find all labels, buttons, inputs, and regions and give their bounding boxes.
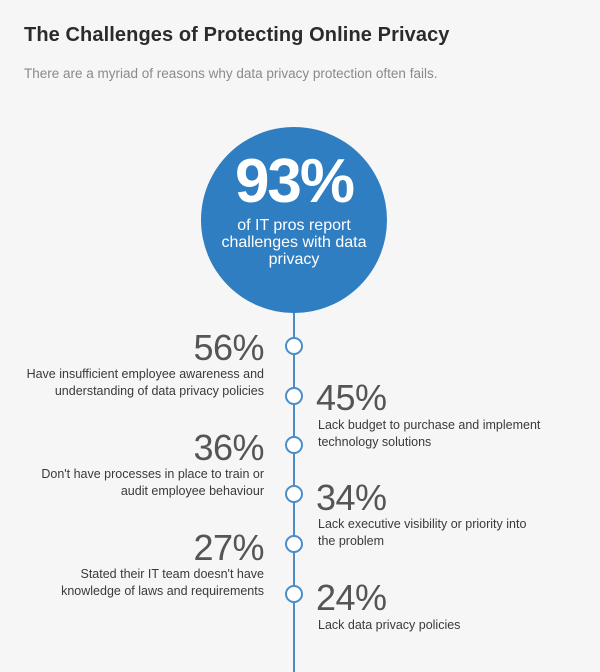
page-title: The Challenges of Protecting Online Priv… [24, 24, 450, 46]
stat-description: Stated their IT team doesn't have knowle… [61, 567, 264, 598]
timeline-node [285, 485, 303, 503]
timeline-node [285, 436, 303, 454]
stat-description: Lack budget to purchase and implement te… [318, 418, 541, 449]
stat-description: Have insufficient employee awareness and… [26, 367, 264, 398]
stat-percentage: 34% [316, 477, 387, 518]
stat-percentage: 27% [193, 527, 264, 568]
stat-description: Lack executive visibility or priority in… [318, 517, 527, 548]
stat-percentage: 36% [193, 427, 264, 468]
timeline-node [285, 337, 303, 355]
timeline-node [285, 535, 303, 553]
hero-percentage: 93% [234, 147, 355, 216]
stat-description: Don't have processes in place to train o… [41, 467, 264, 498]
stat-percentage: 24% [316, 577, 387, 618]
timeline-node [285, 387, 303, 405]
page-subtitle: There are a myriad of reasons why data p… [24, 66, 438, 81]
timeline-node [285, 585, 303, 603]
stat-description: Lack data privacy policies [318, 618, 461, 632]
stat-percentage: 45% [316, 377, 387, 418]
hero-circle: 93% of IT pros report challenges with da… [201, 127, 387, 313]
stat-percentage: 56% [193, 327, 264, 368]
hero-description: of IT pros report challenges with data p… [221, 217, 367, 268]
